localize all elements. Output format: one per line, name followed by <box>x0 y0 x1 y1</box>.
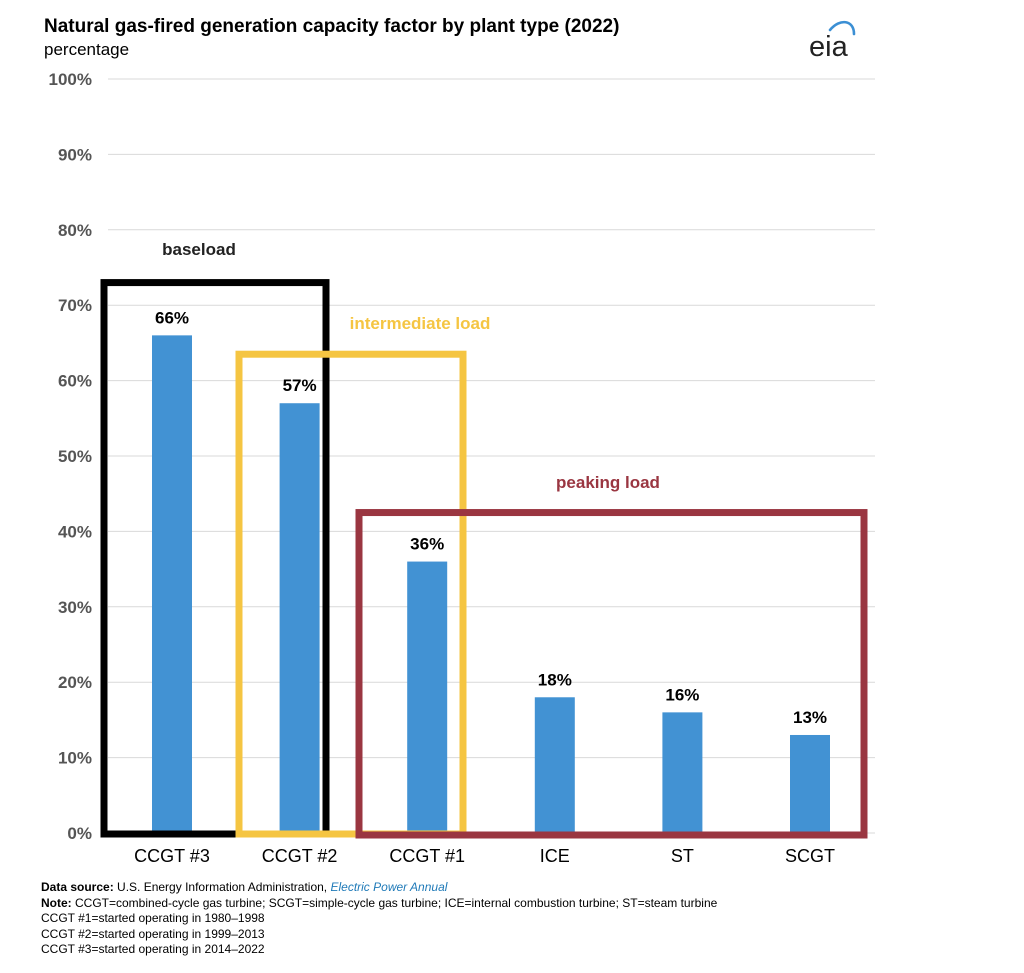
x-tick-label: CCGT #2 <box>262 846 338 866</box>
bars-layer <box>152 335 830 833</box>
grid-layer <box>108 78 875 834</box>
chart-footer: Data source: U.S. Energy Information Adm… <box>41 880 717 958</box>
y-tick-label: 10% <box>58 749 92 768</box>
x-tick-label: ICE <box>540 846 570 866</box>
x-tick-label: CCGT #3 <box>134 846 210 866</box>
chart-title: Natural gas-fired generation capacity fa… <box>44 16 620 37</box>
annotation-boxes-layer <box>100 279 868 839</box>
eia-logo-arc <box>828 20 856 36</box>
x-tick-label: SCGT <box>785 846 835 866</box>
y-tick-label: 70% <box>58 296 92 315</box>
y-tick-label: 80% <box>58 221 92 240</box>
data-label: 66% <box>155 308 189 327</box>
footer-ccgt3-line: CCGT #3=started operating in 2014–2022 <box>41 942 265 957</box>
note-text: CCGT=combined-cycle gas turbine; SCGT=si… <box>71 895 718 910</box>
footer-source-line: Data source: U.S. Energy Information Adm… <box>41 880 717 896</box>
peaking-load-box <box>355 509 868 839</box>
baseload-label: baseload <box>162 240 236 259</box>
bar <box>662 712 703 833</box>
data-label: 13% <box>793 708 827 727</box>
x-tick-label: CCGT #1 <box>389 846 465 866</box>
bar <box>534 697 575 833</box>
y-tick-label: 100% <box>49 70 92 89</box>
peaking-load-label: peaking load <box>556 473 660 492</box>
footer-note-line: Note: CCGT=combined-cycle gas turbine; S… <box>41 896 717 912</box>
footer-ccgt2-line: CCGT #2=started operating in 1999–2013 <box>41 926 265 941</box>
bar <box>152 335 192 833</box>
source-text: U.S. Energy Information Administration, <box>113 880 331 894</box>
bar <box>790 734 830 833</box>
baseload-box <box>100 279 330 838</box>
eia-logo: eia <box>809 20 856 62</box>
data-label: 36% <box>410 535 444 554</box>
y-tick-label: 90% <box>58 145 92 164</box>
eia-logo-text: eia <box>809 31 849 62</box>
data-label: 16% <box>665 685 699 704</box>
intermediate-load-box <box>235 350 467 838</box>
y-tick-label: 60% <box>58 372 92 391</box>
source-publication-link[interactable]: Electric Power Annual <box>330 880 448 894</box>
y-tick-label: 40% <box>58 522 92 541</box>
bar <box>279 403 320 833</box>
footer-ccgt1-line: CCGT #1=started operating in 1980–1998 <box>41 911 265 926</box>
x-tick-label: ST <box>671 846 694 866</box>
y-tick-label: 30% <box>58 598 92 617</box>
note-label: Note: <box>41 895 72 910</box>
labels-layer: 0% 10% 20% 30% 40% 50% 60% 70% 80% 90% 100% 66% CCGT… <box>49 70 835 866</box>
chart-subtitle: percentage <box>44 40 130 59</box>
bar <box>407 561 448 833</box>
y-tick-label: 0% <box>67 824 92 843</box>
data-label: 57% <box>283 376 317 395</box>
intermediate-load-label: intermediate load <box>350 314 491 333</box>
y-tick-label: 20% <box>58 673 92 692</box>
y-tick-label: 50% <box>58 447 92 466</box>
source-label: Data source: <box>41 880 114 894</box>
bar-chart: 0% 10% 20% 30% 40% 50% 60% 70% 80% 90% 100% 66% CCGT… <box>49 70 875 866</box>
data-label: 18% <box>538 670 572 689</box>
